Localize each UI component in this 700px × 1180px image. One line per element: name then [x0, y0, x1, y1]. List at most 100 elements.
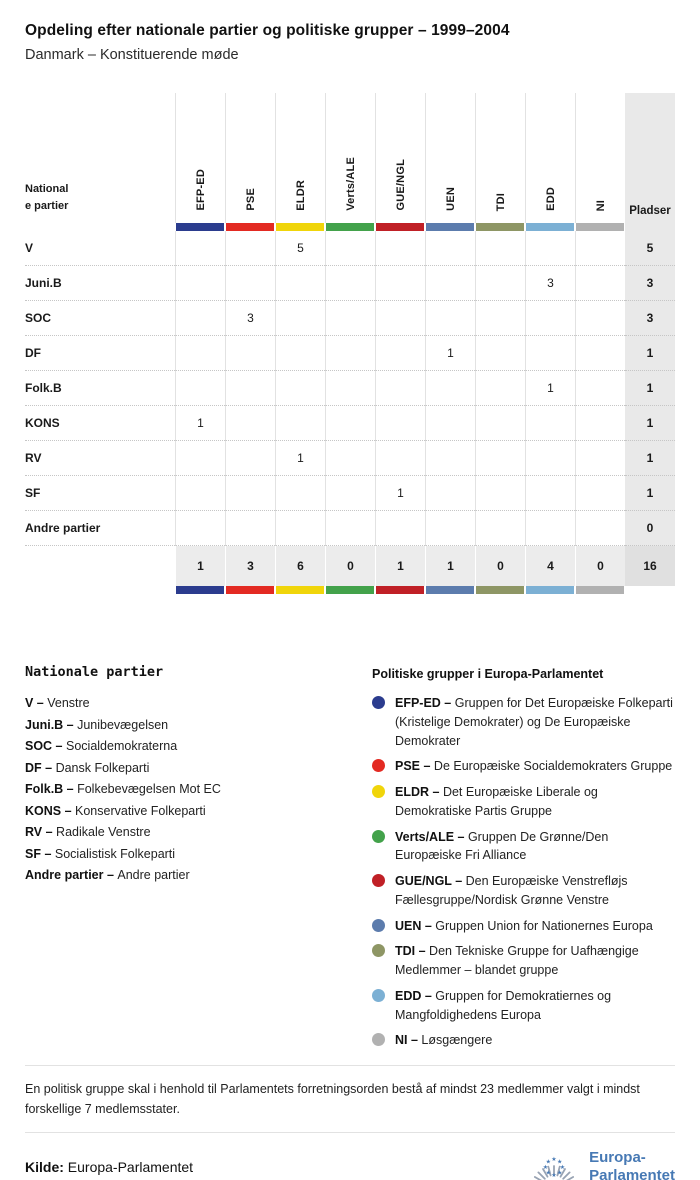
column-header-label: PSE	[244, 188, 257, 211]
column-header-label: EDD	[544, 187, 557, 211]
group-color-bar-NI	[575, 586, 625, 594]
seats-column-header-label: Pladser	[629, 205, 671, 217]
group-color-bar-ELDR	[275, 223, 325, 231]
bar-row-end-spacer	[625, 223, 675, 231]
party-seats-total: 1	[625, 441, 675, 476]
seat-cell	[175, 371, 225, 406]
political-groups-legend: Politiske grupper i Europa-Parlamentet E…	[372, 664, 675, 1057]
group-legend-item: GUE/NGL – Den Europæiske Venstrefløjs Fæ…	[372, 872, 675, 910]
party-row-label: Andre partier	[25, 511, 175, 546]
group-color-bar-EDD	[525, 223, 575, 231]
seat-cell	[425, 266, 475, 301]
seat-cell	[375, 441, 425, 476]
party-row-label: KONS	[25, 406, 175, 441]
seat-cell	[225, 511, 275, 546]
color-bar	[226, 223, 274, 231]
seat-cell: 1	[375, 476, 425, 511]
seat-cell	[375, 511, 425, 546]
seat-cell	[225, 476, 275, 511]
color-bar	[576, 223, 624, 231]
group-color-dot	[372, 874, 385, 887]
seat-cell	[325, 511, 375, 546]
column-header-NI: NI	[575, 93, 625, 223]
seat-cell	[525, 336, 575, 371]
color-bar	[526, 586, 574, 594]
seat-cell	[475, 266, 525, 301]
party-row-label: SOC	[25, 301, 175, 336]
page-subtitle: Danmark – Konstituerende møde	[25, 47, 239, 63]
svg-text:★: ★	[543, 1164, 548, 1171]
totals-row-spacer	[25, 546, 175, 586]
party-seats-total: 3	[625, 266, 675, 301]
seat-cell	[575, 301, 625, 336]
svg-text:★: ★	[551, 1156, 556, 1163]
svg-text:★: ★	[546, 1158, 551, 1165]
seat-cell	[475, 371, 525, 406]
seat-cell	[175, 231, 225, 266]
national-parties-legend-title: Nationale partier	[25, 664, 164, 680]
color-bar	[426, 223, 474, 231]
group-color-bar-EDD	[525, 586, 575, 594]
source-label: Kilde:	[25, 1158, 64, 1175]
bar-row-spacer	[25, 223, 175, 231]
seat-cell	[575, 336, 625, 371]
color-bar	[426, 586, 474, 594]
seat-cell	[375, 266, 425, 301]
group-color-bar-EFP-ED	[175, 223, 225, 231]
party-row-label: Folk.B	[25, 371, 175, 406]
column-header-PSE: PSE	[225, 93, 275, 223]
seat-cell	[425, 301, 475, 336]
bar-row-spacer	[25, 586, 175, 594]
europarl-logo-text-line1: Europa-	[589, 1148, 646, 1166]
seat-cell	[225, 336, 275, 371]
seat-cell	[225, 266, 275, 301]
seat-cell	[525, 406, 575, 441]
seat-cell	[375, 406, 425, 441]
party-legend-item: RV – Radikale Venstre	[25, 825, 151, 839]
seat-cell	[425, 476, 475, 511]
group-color-bar-TDI	[475, 223, 525, 231]
party-legend-item: V – Venstre	[25, 696, 90, 710]
seat-cell	[525, 441, 575, 476]
column-header-label: ELDR	[294, 180, 307, 211]
group-color-dot	[372, 918, 385, 932]
seat-cell	[225, 406, 275, 441]
seat-cell	[575, 371, 625, 406]
group-color-bar-PSE	[225, 223, 275, 231]
seat-cell	[575, 231, 625, 266]
seat-cell	[325, 406, 375, 441]
political-groups-legend-list: EFP-ED – Gruppen for Det Europæiske Folk…	[372, 694, 675, 1050]
group-color-dot	[372, 829, 385, 843]
group-color-bar-EFP-ED	[175, 586, 225, 594]
seat-cell	[275, 371, 325, 406]
seat-cell	[275, 266, 325, 301]
column-header-ELDR: ELDR	[275, 93, 325, 223]
color-bar	[326, 586, 374, 594]
party-row-label: Juni.B	[25, 266, 175, 301]
group-total: 0	[325, 546, 375, 586]
column-header-label: EFP-ED	[194, 169, 207, 211]
column-header-EDD: EDD	[525, 93, 575, 223]
group-legend-item: PSE – De Europæiske Socialdemokraters Gr…	[372, 757, 675, 776]
party-row-label: SF	[25, 476, 175, 511]
seat-cell	[225, 231, 275, 266]
political-groups-legend-title: Politiske grupper i Europa-Parlamentet	[372, 667, 604, 681]
europarl-logo: ★ ★ ★ ★ ★ ★ ★ ★ Europa- Parlamentet	[525, 1143, 675, 1180]
group-color-bar-UEN	[425, 223, 475, 231]
group-color-dot	[372, 696, 385, 709]
seat-cell	[425, 441, 475, 476]
seat-cell	[325, 336, 375, 371]
seat-cell	[425, 231, 475, 266]
column-header-TDI: TDI	[475, 93, 525, 223]
source-value: Europa-Parlamentet	[67, 1158, 194, 1175]
seat-cell	[175, 476, 225, 511]
party-seats-total: 0	[625, 511, 675, 546]
svg-text:★: ★	[551, 1172, 556, 1179]
seat-cell: 1	[175, 406, 225, 441]
color-bar	[276, 586, 324, 594]
color-bar	[376, 223, 424, 231]
europarl-logo-text: Europa- Parlamentet	[589, 1149, 675, 1180]
party-legend-item: SOC – Socialdemokraterna	[25, 739, 178, 753]
column-header-label: NI	[594, 199, 607, 211]
footnote: En politisk gruppe skal i henhold til Pa…	[25, 1082, 640, 1116]
